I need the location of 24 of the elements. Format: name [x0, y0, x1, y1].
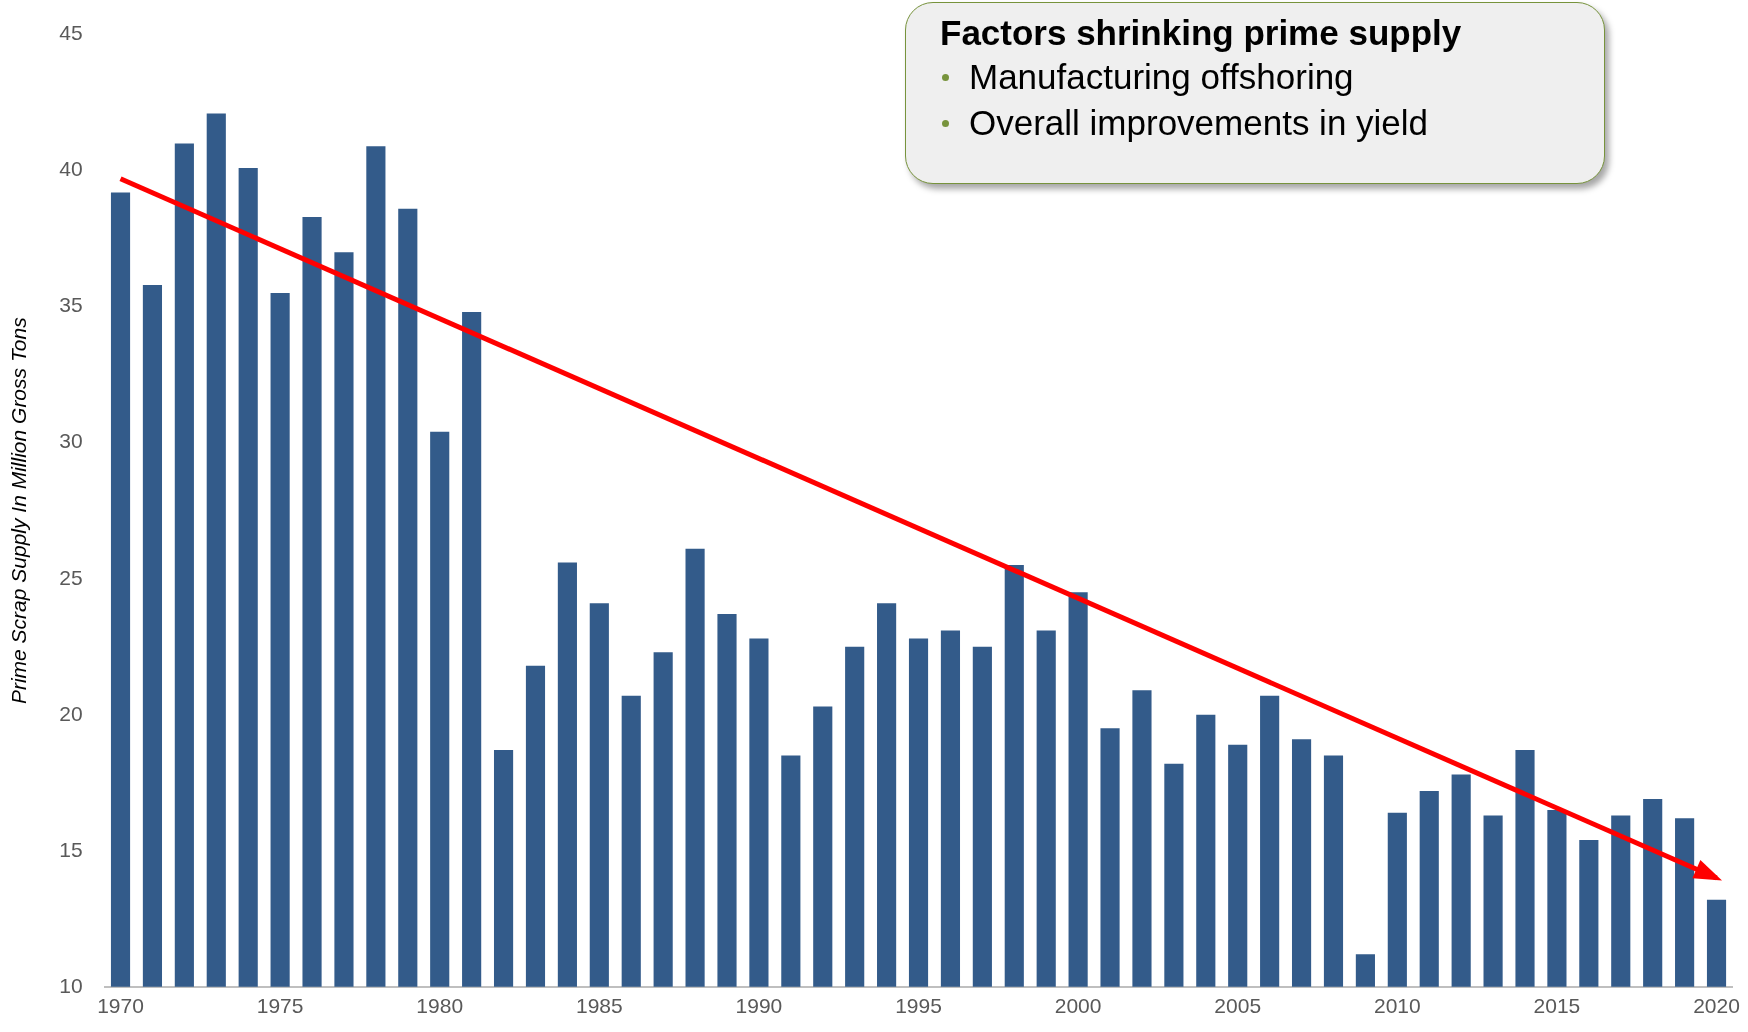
y-tick-label: 15	[59, 837, 83, 861]
x-tick-label: 2000	[1054, 994, 1102, 1018]
annotation: Factors shrinking prime supply	[940, 13, 1463, 53]
x-tick-label: 1990	[735, 994, 783, 1018]
x-tick-label: 2015	[1533, 994, 1581, 1018]
y-tick-label: 10	[59, 973, 83, 997]
x-tick-label: 1985	[575, 994, 623, 1018]
y-tick-label: 45	[59, 21, 83, 45]
y-tick-label: 35	[59, 293, 83, 317]
x-tick-label: 1970	[97, 994, 144, 1018]
y-tick-label: 30	[59, 429, 83, 453]
y-tick-label: 40	[59, 157, 83, 181]
y-axis-title: Prime Scrap Supply In Million Gross Tons	[7, 316, 31, 705]
y-tick-label: 25	[59, 565, 83, 589]
x-tick-label: 2005	[1214, 994, 1262, 1018]
x-tick-label: 1975	[256, 994, 304, 1018]
y-tick-label: 20	[59, 701, 83, 725]
text-box: Factors shrinking prime supply Manufacturing offshoring Overall improvements in yield	[905, 2, 1605, 184]
x-tick-label: 2010	[1373, 994, 1421, 1018]
x-tick-label: 1995	[895, 994, 942, 1018]
x-tick-label: 2020	[1693, 994, 1740, 1018]
x-tick-label: 1980	[416, 994, 464, 1018]
annotation: Manufacturing offshoring	[969, 57, 1355, 97]
annotation: Overall improvements in yield	[969, 103, 1430, 143]
